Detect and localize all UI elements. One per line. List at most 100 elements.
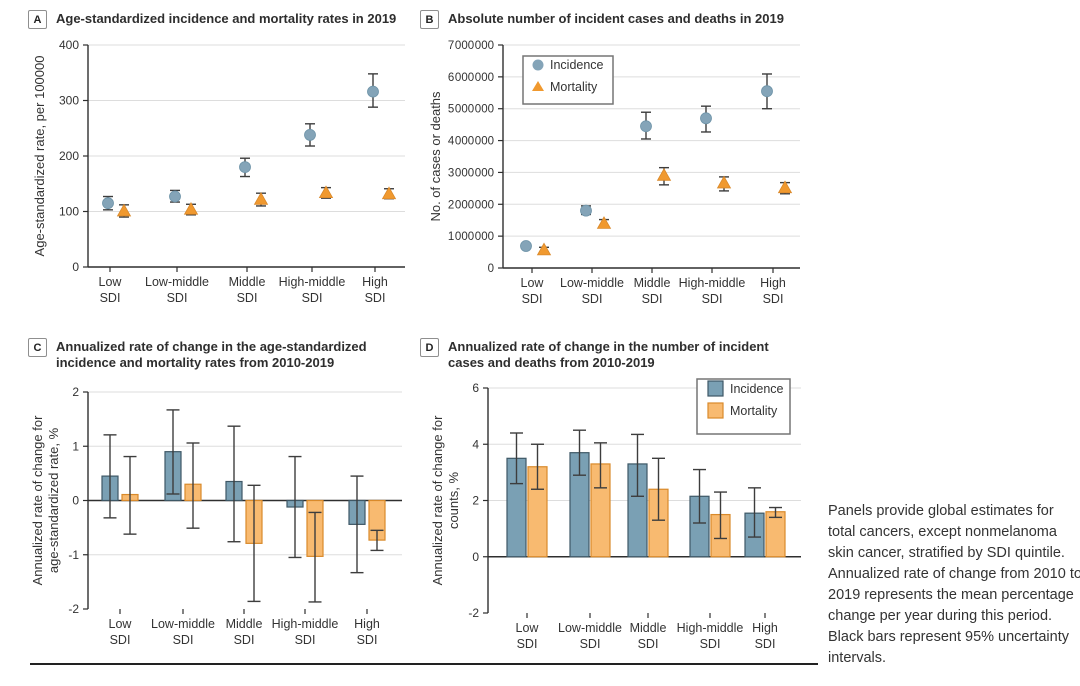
y-tick-label: 400 (59, 38, 79, 52)
y-tick-label: 2 (472, 494, 479, 508)
category-label: Low-middle (560, 276, 624, 290)
figure-caption: Panels provide global estimates for tota… (828, 503, 1080, 666)
y-tick-label: 6 (472, 381, 479, 395)
legend-label: Incidence (730, 382, 784, 396)
category-label: High-middle (677, 621, 744, 635)
category-label: High (752, 621, 778, 635)
category-label: Low (109, 617, 133, 631)
category-label-suffix: SDI (295, 633, 316, 647)
legend-incidence-icon (707, 380, 724, 397)
legend-label: Incidence (550, 58, 604, 72)
y-tick-label: 7 000 000 (448, 40, 494, 52)
incidence-marker (169, 190, 181, 203)
category-label: Middle (229, 275, 266, 289)
panel-c-header: C Annualized rate of change in the age-s… (28, 338, 386, 371)
category-label: Low-middle (151, 617, 215, 631)
panel-b-letter-badge: B (420, 10, 439, 29)
mortality-marker (596, 216, 612, 229)
incidence-marker (102, 197, 114, 210)
category-label: Low (521, 276, 545, 290)
category-label-suffix: SDI (110, 633, 131, 647)
category-label-suffix: SDI (365, 291, 386, 305)
y-tick-label: 300 (59, 94, 79, 108)
mortality-marker (116, 203, 132, 217)
category-label-suffix: SDI (357, 633, 378, 647)
panel-c-title: Annualized rate of change in the age-sta… (56, 339, 367, 370)
y-tick-label: 6 000 000 (448, 72, 494, 84)
y-axis-label: Annualized rate of change for (30, 415, 45, 586)
incidence-marker (367, 85, 379, 98)
y-tick-label: 0 (72, 260, 79, 274)
panel-a-header: A Age-standardized incidence and mortali… (28, 10, 396, 29)
mortality-marker (777, 180, 793, 194)
category-label-suffix: SDI (167, 291, 188, 305)
mortality-marker (183, 201, 199, 215)
category-label-suffix: SDI (302, 291, 323, 305)
category-label-suffix: SDI (763, 292, 784, 306)
category-label-suffix: SDI (237, 291, 258, 305)
category-label: Middle (630, 621, 667, 635)
category-label-suffix: SDI (755, 637, 776, 651)
mortality-marker (536, 242, 552, 256)
mortality-marker (318, 185, 334, 199)
panel-b-plot: 0 1 000 000 2 000 000 3 000 000 4 000 000 5 0… (428, 40, 800, 306)
category-label-suffix: SDI (582, 292, 603, 306)
bottom-rule (30, 663, 818, 665)
y-tick-label: 1 (72, 439, 79, 453)
panel-a-title: Age-standardized incidence and mortality… (56, 11, 397, 26)
y-axis-label: Annualized rate of change for (430, 415, 445, 586)
y-tick-label: -2 (468, 606, 479, 620)
category-label: High (760, 276, 786, 290)
category-label: High (354, 617, 380, 631)
legend-label: Mortality (550, 80, 598, 94)
incidence-marker (640, 120, 652, 133)
y-axis-label: No. of cases or deaths (428, 91, 443, 222)
y-tick-label: 0 (472, 550, 479, 564)
y-tick-label: 0 (72, 494, 79, 508)
category-label: Low-middle (558, 621, 622, 635)
y-tick-label: -2 (68, 602, 79, 616)
category-label-suffix: SDI (642, 292, 663, 306)
y-tick-label: 100 (59, 205, 79, 219)
incidence-marker (520, 240, 532, 252)
y-tick-label: 2 (72, 385, 79, 399)
y-tick-label: 0 (488, 263, 494, 275)
panel-a-letter-badge: A (28, 10, 47, 29)
panel-c-letter-badge: C (28, 338, 47, 357)
y-tick-label: 2 000 000 (448, 199, 494, 211)
panel-b-title: Absolute number of incident cases and de… (448, 11, 784, 26)
category-label-suffix: SDI (234, 633, 255, 647)
incidence-marker (239, 161, 251, 174)
panel-c-plot: -2 -1 0 1 2 Low SDI Low-middle SDI Middle SDI High-… (30, 385, 402, 647)
category-label-suffix: SDI (638, 637, 659, 651)
incidence-marker (580, 204, 592, 217)
mortality-marker (253, 191, 269, 205)
category-label: Middle (226, 617, 263, 631)
y-tick-label: 1 000 000 (448, 231, 494, 243)
category-label-suffix: SDI (580, 637, 601, 651)
legend-label: Mortality (730, 404, 778, 418)
y-tick-label: 4 (472, 437, 479, 451)
mortality-marker (716, 175, 732, 189)
category-label: Middle (634, 276, 671, 290)
panel-d-header: D Annualized rate of change in the numbe… (420, 338, 788, 371)
mortality-bar (765, 511, 786, 558)
category-label: High-middle (279, 275, 346, 289)
mortality-marker (656, 167, 672, 181)
panel-b-header: B Absolute number of incident cases and … (420, 10, 784, 29)
y-tick-label: 200 (59, 149, 79, 163)
category-label-suffix: SDI (173, 633, 194, 647)
category-label: Low (516, 621, 540, 635)
category-label-suffix: SDI (700, 637, 721, 651)
y-axis-label: counts, % (446, 472, 461, 530)
category-label-suffix: SDI (702, 292, 723, 306)
incidence-marker (700, 112, 712, 125)
y-axis-label: Age-standardized rate, per 100000 (32, 56, 47, 257)
category-label: High (362, 275, 388, 289)
y-tick-label: 5 000 000 (448, 104, 494, 116)
category-label-suffix: SDI (522, 292, 543, 306)
category-label: Low-middle (145, 275, 209, 289)
incidence-marker (761, 85, 773, 98)
y-tick-label: 4 000 000 (448, 136, 494, 148)
